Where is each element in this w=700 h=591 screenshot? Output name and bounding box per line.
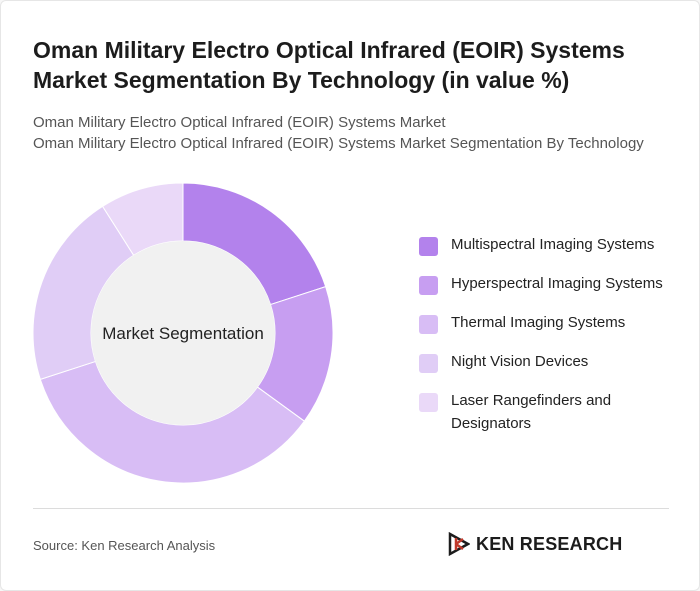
ken-research-logo-text: KEN RESEARCH bbox=[476, 533, 623, 554]
source-note: Source: Ken Research Analysis bbox=[33, 538, 216, 553]
legend-swatch bbox=[419, 315, 438, 334]
legend-swatch bbox=[419, 393, 438, 412]
legend-label: Night Vision Devices bbox=[451, 353, 589, 370]
legend-swatch bbox=[419, 354, 438, 373]
legend-label: Thermal Imaging Systems bbox=[451, 314, 626, 331]
legend-item: Laser Rangefinders and Designators bbox=[419, 389, 679, 435]
chart-legend: Multispectral Imaging Systems Hyperspectr… bbox=[419, 233, 679, 451]
donut-center bbox=[91, 241, 275, 425]
legend-label: Laser Rangefinders and Designators bbox=[451, 392, 612, 432]
donut-center-label: Market Segmentation bbox=[102, 324, 264, 343]
legend-swatch bbox=[419, 237, 438, 256]
legend-label: Hyperspectral Imaging Systems bbox=[451, 275, 663, 292]
chart-subtitle-segmentation: Oman Military Electro Optical Infrared (… bbox=[33, 135, 644, 152]
legend-item: Night Vision Devices bbox=[419, 350, 679, 373]
legend-label: Multispectral Imaging Systems bbox=[451, 236, 655, 253]
legend-item: Hyperspectral Imaging Systems bbox=[419, 272, 679, 295]
legend-item: Thermal Imaging Systems bbox=[419, 311, 679, 334]
chart-subtitle-market: Oman Military Electro Optical Infrared (… bbox=[33, 114, 446, 131]
legend-item: Multispectral Imaging Systems bbox=[419, 233, 679, 256]
ken-research-logo-icon bbox=[448, 532, 470, 556]
footer-divider bbox=[33, 508, 669, 509]
ken-research-logo: KEN RESEARCH bbox=[448, 532, 622, 556]
chart-title: Oman Military Electro Optical Infrared (… bbox=[33, 37, 625, 93]
legend-swatch bbox=[419, 276, 438, 295]
donut-chart: Market Segmentation bbox=[32, 182, 334, 484]
